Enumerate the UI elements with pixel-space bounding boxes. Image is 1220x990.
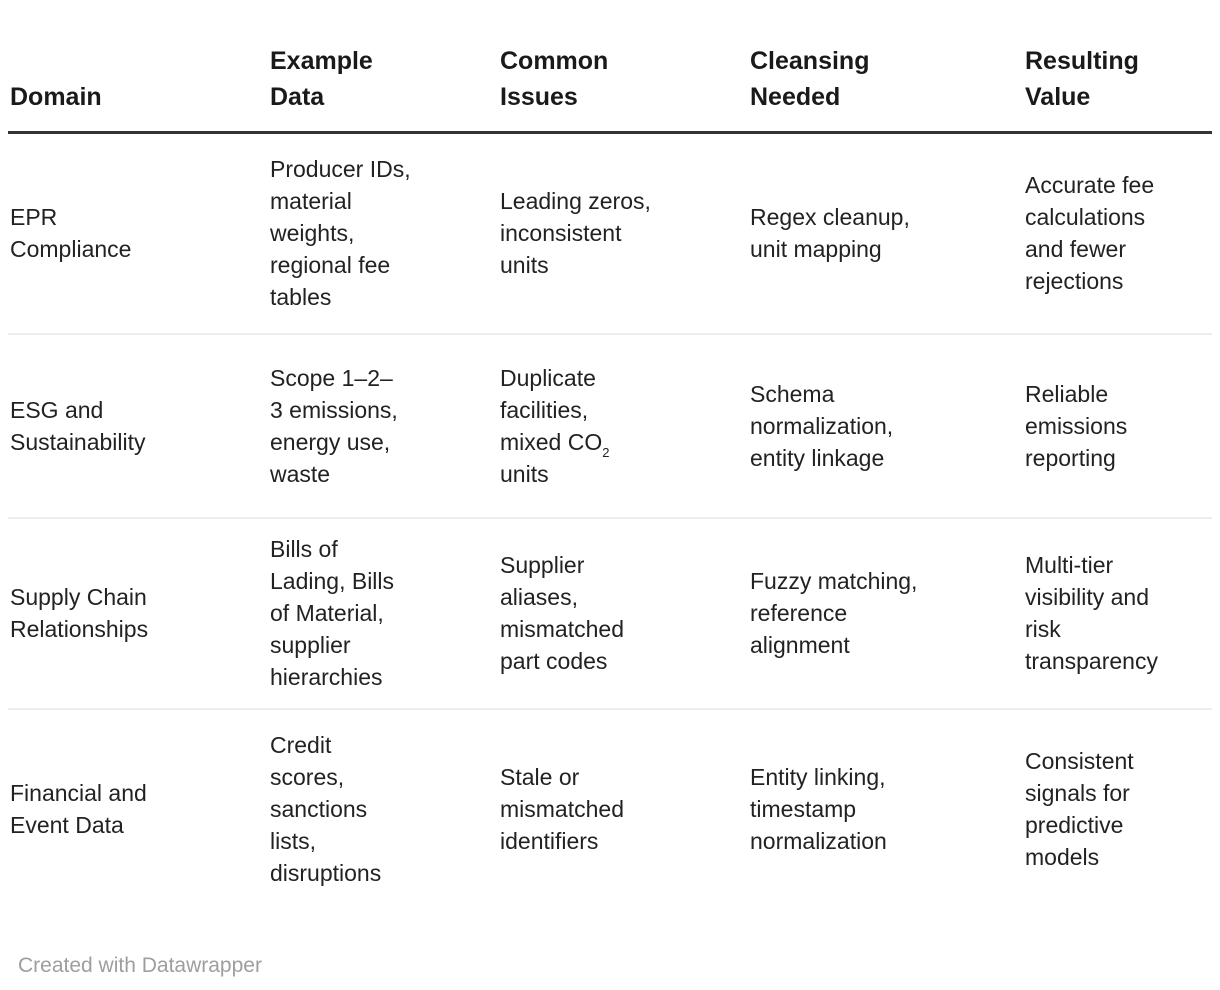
cell-common-issues: Leading zeros, inconsistent units bbox=[500, 188, 651, 279]
cell-domain: Supply Chain Relationships bbox=[10, 584, 149, 642]
cell-cleansing-needed: Fuzzy matching, reference alignment bbox=[750, 568, 918, 658]
column-header-common-issues: Common Issues bbox=[498, 0, 748, 134]
column-header-resulting-value: Resulting Value bbox=[1023, 0, 1212, 134]
cell-resulting-value: Multi-tier visibility and risk transpare… bbox=[1025, 552, 1158, 674]
cell-cleansing-needed: Schema normalization, entity linkage bbox=[750, 380, 894, 471]
cell-example-data: Bills of Lading, Bills of Material, supp… bbox=[270, 536, 395, 690]
cell-resulting-value: Reliable emissions reporting bbox=[1025, 380, 1128, 471]
cell-domain: Financial and Event Data bbox=[10, 780, 147, 838]
table-row-supply-chain: Supply Chain Relationships Bills of Ladi… bbox=[8, 518, 1212, 709]
table-row-epr-compliance: EPR Compliance Producer IDs, material we… bbox=[8, 133, 1212, 334]
cell-example-data: Credit scores, sanctions lists, disrupti… bbox=[270, 732, 382, 886]
column-header-domain: Domain bbox=[8, 0, 268, 134]
column-header-cleansing-needed: Cleansing Needed bbox=[748, 0, 1023, 134]
cell-resulting-value: Consistent signals for predictive models bbox=[1025, 748, 1134, 870]
cell-cleansing-needed: Entity linking, timestamp normalization bbox=[750, 764, 887, 854]
cell-common-issues: Stale or mismatched identifiers bbox=[500, 764, 624, 854]
co2-subscript: 2 bbox=[602, 444, 610, 460]
table-row-financial-event: Financial and Event Data Credit scores, … bbox=[8, 709, 1212, 909]
cell-example-data: Producer IDs, material weights, regional… bbox=[270, 156, 411, 311]
cell-cleansing-needed: Regex cleanup, unit mapping bbox=[750, 204, 910, 263]
co2-text-pre: Duplicate facilities, mixed CO bbox=[500, 364, 603, 455]
cell-common-issues: Duplicate facilities, mixed CO2 units bbox=[498, 334, 748, 518]
cell-resulting-value: Accurate fee calculations and fewer reje… bbox=[1025, 172, 1155, 295]
cell-common-issues: Supplier aliases, mismatched part codes bbox=[500, 552, 624, 674]
cell-domain: ESG and Sustainability bbox=[10, 396, 146, 455]
cell-example-data: Scope 1–2– 3 emissions, energy use, wast… bbox=[270, 364, 398, 487]
table-header-row: Domain Example Data Common Issues Cleans… bbox=[8, 0, 1212, 134]
co2-text-post: units bbox=[500, 460, 549, 487]
table-row-esg-sustainability: ESG and Sustainability Scope 1–2– 3 emis… bbox=[8, 334, 1212, 518]
data-cleansing-table: Domain Example Data Common Issues Cleans… bbox=[8, 0, 1212, 909]
cell-domain: EPR Compliance bbox=[10, 204, 132, 263]
datawrapper-credit: Created with Datawrapper bbox=[18, 953, 262, 977]
column-header-example-data: Example Data bbox=[268, 0, 498, 134]
